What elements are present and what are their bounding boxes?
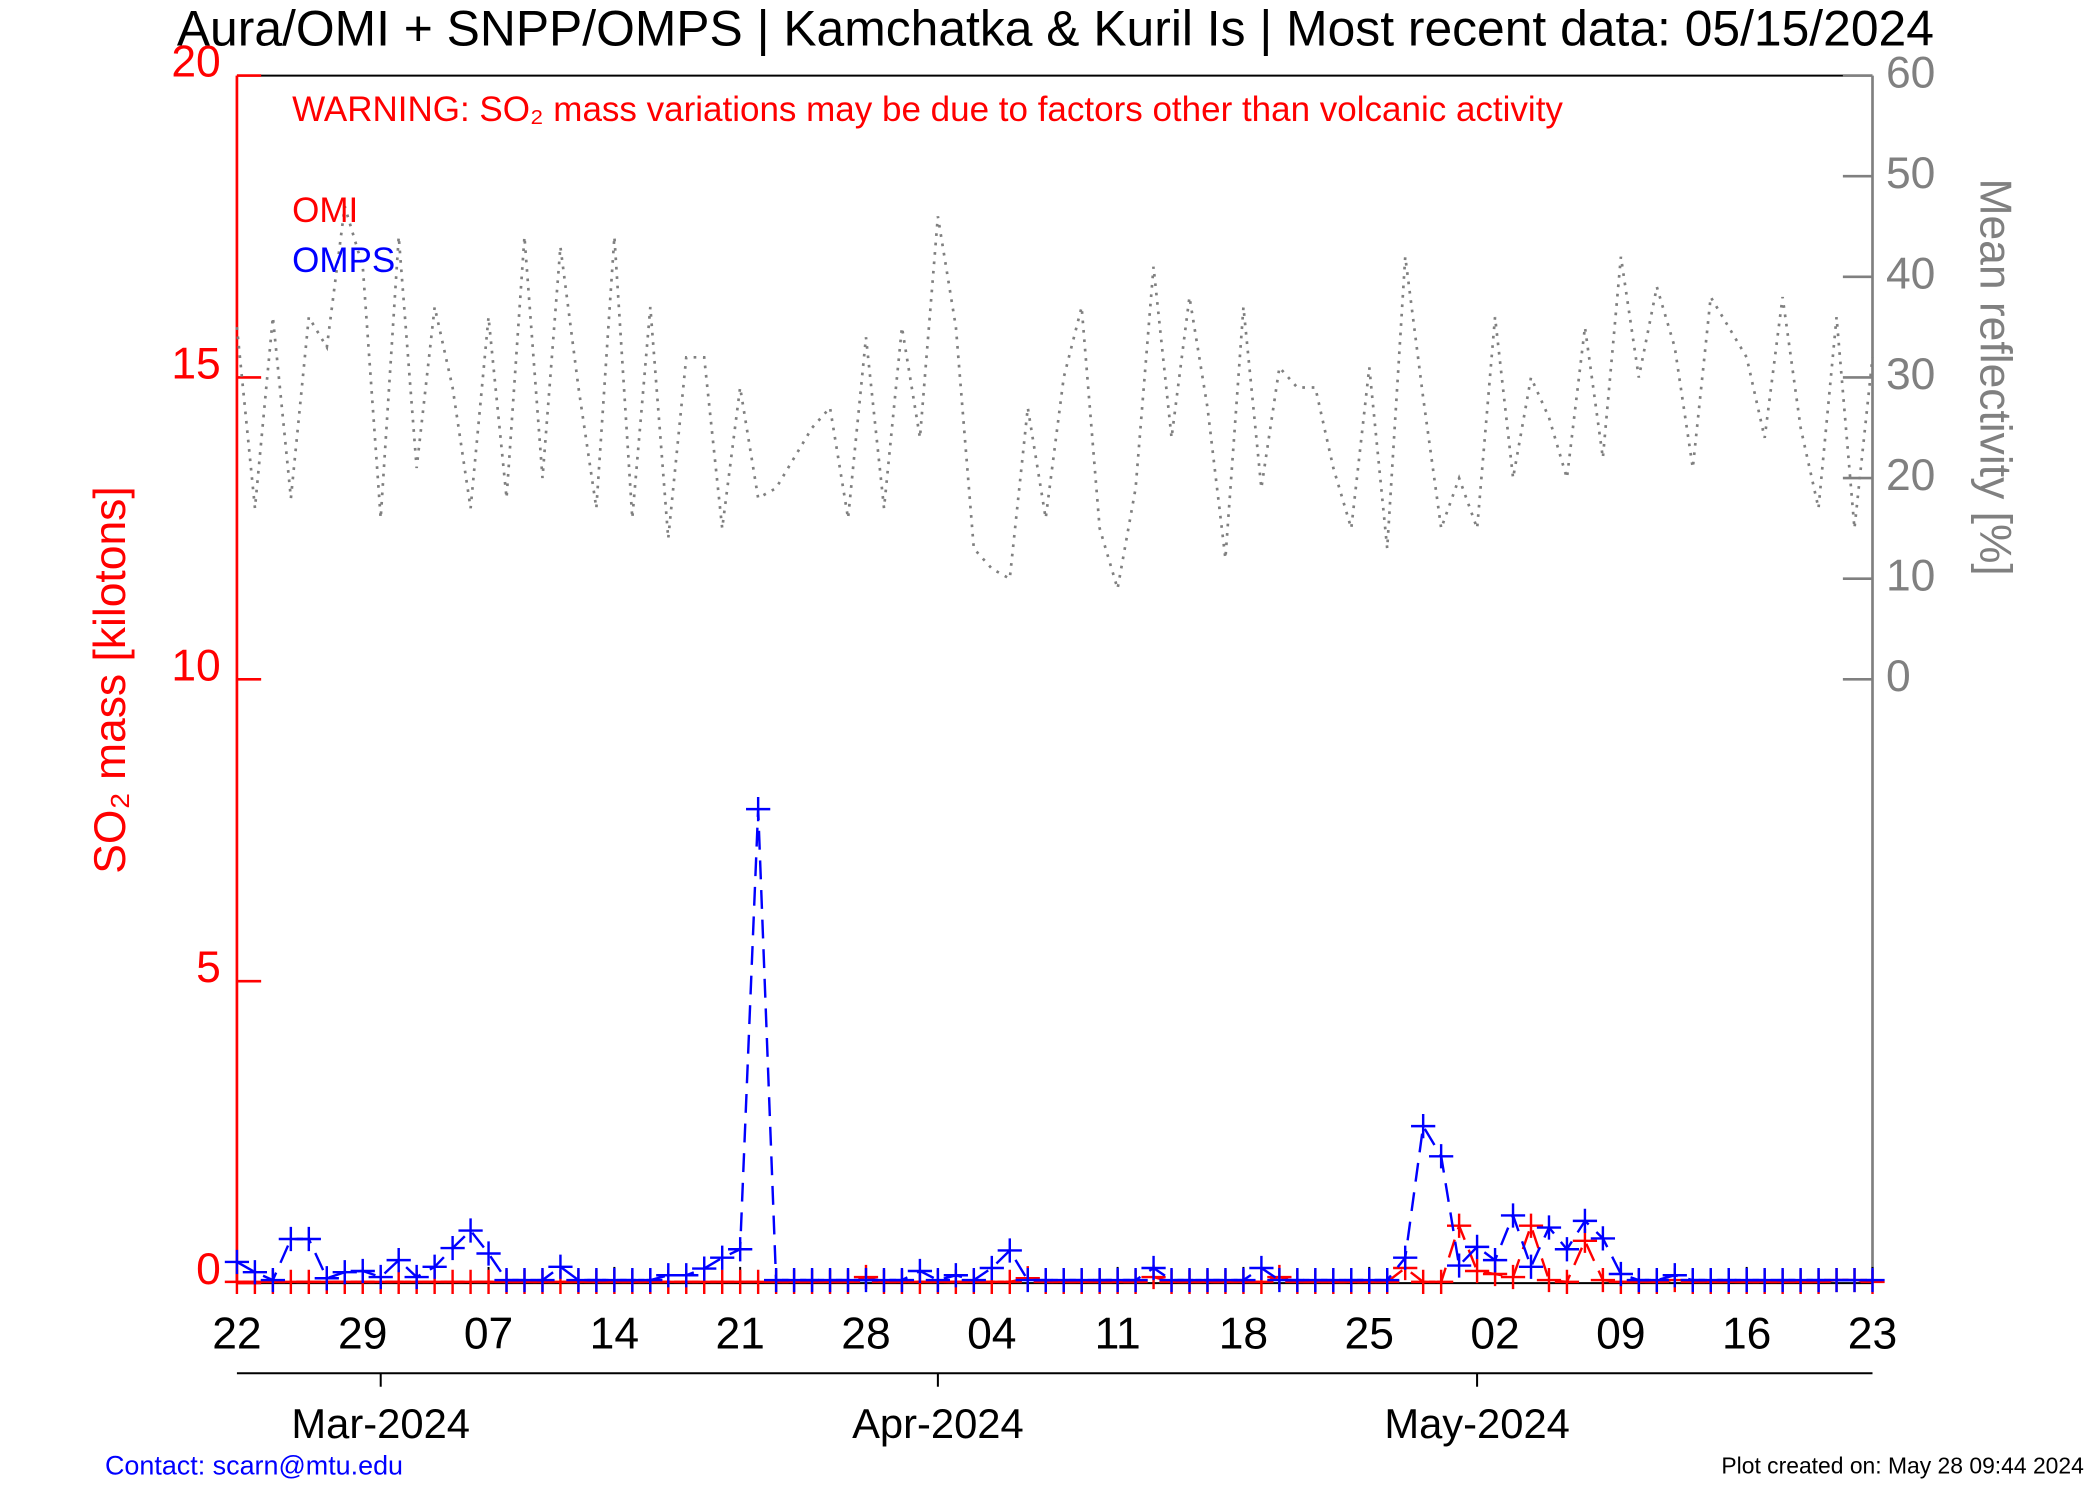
marker: [907, 1258, 933, 1284]
legend-entry: OMPS: [292, 241, 395, 280]
marker: [548, 1254, 573, 1279]
marker: [242, 1260, 268, 1285]
y2-tick-label: 50: [1886, 149, 1935, 198]
marker: [1141, 1255, 1166, 1281]
marker: [1590, 1267, 1616, 1293]
month-label: Mar-2024: [291, 1400, 470, 1447]
marker: [1482, 1248, 1508, 1273]
y2-tick-label: 0: [1886, 652, 1911, 701]
x-tick-label: 09: [1596, 1310, 1645, 1359]
marker: [728, 1237, 753, 1262]
marker: [925, 1267, 950, 1293]
marker: [674, 1263, 699, 1288]
marker: [961, 1267, 986, 1293]
x-tick-label: 04: [967, 1310, 1016, 1359]
marker: [1446, 1213, 1472, 1238]
plot-created: Plot created on: May 28 09:44 2024: [1721, 1453, 2084, 1479]
marker: [1411, 1113, 1436, 1139]
marker: [997, 1238, 1022, 1263]
y2-tick-label: 30: [1886, 350, 1935, 399]
marker: [260, 1267, 285, 1293]
x-tick-label: 29: [338, 1310, 387, 1359]
marker: [1518, 1213, 1544, 1238]
marker: [1375, 1267, 1400, 1293]
marker: [1554, 1237, 1580, 1262]
marker: [368, 1264, 393, 1290]
x-tick-label: 22: [212, 1310, 261, 1359]
marker: [440, 1235, 465, 1261]
y2-axis-label: Mean reflectivity [%]: [1971, 178, 2020, 575]
marker: [1572, 1208, 1598, 1234]
marker: [979, 1255, 1004, 1281]
y-tick-label: 10: [171, 641, 220, 690]
x-tick-label: 16: [1722, 1310, 1771, 1359]
marker: [1518, 1254, 1544, 1279]
marker: [1662, 1263, 1687, 1288]
marker: [638, 1267, 663, 1293]
y2-tick-label: 20: [1886, 451, 1935, 500]
x-tick-label: 02: [1470, 1310, 1519, 1359]
marker: [1464, 1234, 1490, 1259]
marker: [1393, 1245, 1418, 1270]
marker: [350, 1258, 375, 1284]
marker: [458, 1218, 483, 1243]
marker: [1536, 1215, 1562, 1240]
y2-tick-label: 40: [1886, 250, 1935, 299]
marker: [692, 1256, 717, 1281]
marker: [710, 1245, 735, 1270]
y-tick-label: 5: [196, 943, 221, 992]
marker: [1608, 1261, 1633, 1287]
y-tick-label: 0: [196, 1245, 221, 1294]
y-tick-label: 15: [171, 339, 220, 388]
x-tick-label: 21: [715, 1310, 764, 1359]
month-label: Apr-2024: [852, 1400, 1024, 1447]
marker: [1231, 1267, 1256, 1293]
chart-title: Aura/OMI + SNPP/OMPS | Kamchatka & Kuril…: [177, 1, 1934, 57]
marker: [1500, 1203, 1526, 1228]
marker: [1429, 1269, 1454, 1294]
x-tick-label: 14: [590, 1310, 639, 1359]
marker: [889, 1267, 915, 1293]
contact: Contact: scarn@mtu.edu: [105, 1451, 403, 1481]
month-label: May-2024: [1384, 1400, 1570, 1447]
y2-tick-label: 60: [1886, 48, 1935, 97]
marker: [1536, 1267, 1562, 1293]
marker: [386, 1248, 411, 1273]
marker: [296, 1226, 321, 1252]
marker: [422, 1254, 447, 1279]
marker: [224, 1249, 250, 1275]
marker: [314, 1266, 339, 1291]
marker: [1500, 1264, 1526, 1290]
marker: [746, 797, 771, 822]
marker: [1429, 1144, 1454, 1169]
marker: [1554, 1269, 1580, 1294]
y-axis-label: SO₂ mass [kilotons]: [86, 486, 135, 873]
marker: [1249, 1255, 1274, 1281]
y-tick-label: 20: [171, 38, 220, 87]
warning: WARNING: SO₂ mass variations may be due …: [292, 90, 1563, 129]
x-tick-label: 28: [841, 1310, 890, 1359]
x-tick-label: 23: [1848, 1310, 1897, 1359]
x-tick-label: 18: [1219, 1310, 1268, 1359]
marker: [530, 1267, 555, 1293]
marker: [1464, 1258, 1490, 1284]
marker: [1860, 1267, 1885, 1293]
y2-tick-label: 10: [1886, 551, 1935, 600]
marker: [1644, 1267, 1669, 1293]
marker: [1590, 1226, 1616, 1251]
marker: [1446, 1253, 1472, 1278]
marker: [997, 1269, 1022, 1294]
marker: [1123, 1267, 1148, 1293]
legend-entry: OMI: [292, 191, 358, 230]
x-tick-label: 11: [1095, 1310, 1141, 1359]
x-tick-label: 25: [1345, 1310, 1394, 1359]
marker: [943, 1263, 968, 1288]
x-tick-label: 07: [464, 1310, 513, 1359]
marker: [404, 1264, 429, 1290]
marker: [476, 1241, 501, 1266]
